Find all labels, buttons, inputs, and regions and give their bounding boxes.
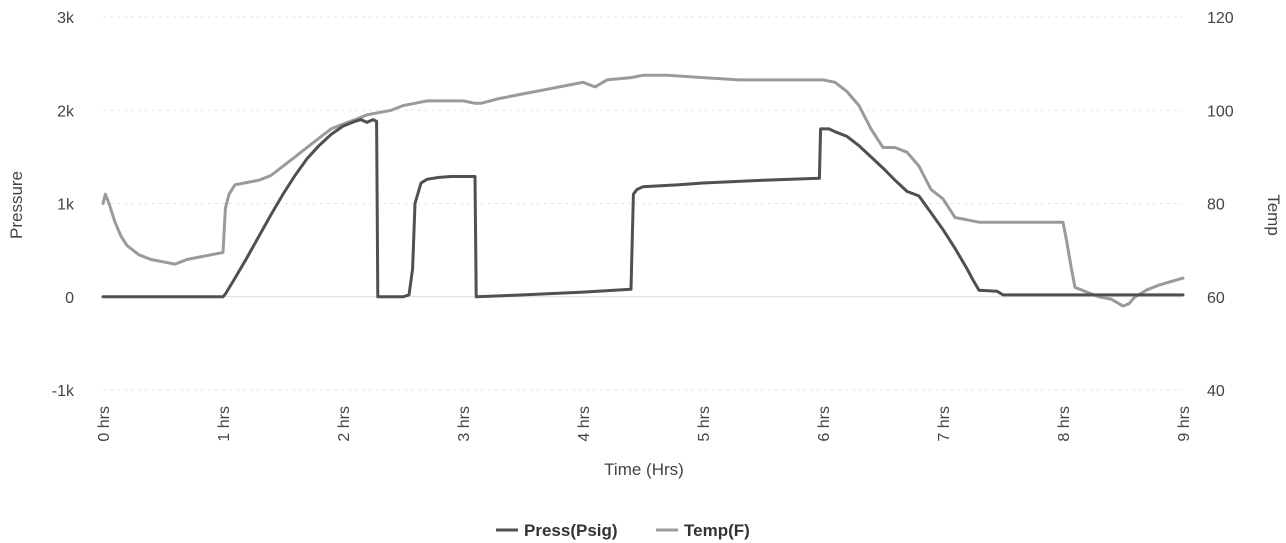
x-axis-tick-label: 9 hrs [1176, 406, 1193, 442]
left-axis-title: Pressure [7, 171, 26, 239]
right-axis-tick-label: 80 [1207, 197, 1225, 214]
x-axis-tick-label: 3 hrs [456, 406, 473, 442]
x-axis-tick-label: 2 hrs [336, 406, 353, 442]
series-line-temp-f [101, 73, 1185, 308]
gridlines [103, 16, 1183, 391]
right-axis-tick-labels: 40 60 80 100 120 [1207, 10, 1234, 400]
right-axis-tick-label: 100 [1207, 103, 1234, 120]
x-axis-tick-label: 4 hrs [576, 406, 593, 442]
left-axis-tick-label: 0 [65, 290, 74, 307]
left-axis-tick-labels: -1k 0 1k 2k 3k [52, 10, 75, 400]
series-lines [101, 73, 1185, 308]
x-axis-tick-label: 5 hrs [696, 406, 713, 442]
x-axis-tick-label: 1 hrs [216, 406, 233, 442]
series-line-press-psig [101, 118, 1185, 299]
x-axis-title: Time (Hrs) [604, 460, 684, 479]
x-axis-tick-label: 0 hrs [96, 406, 113, 442]
legend-label: Temp(F) [684, 521, 750, 540]
right-axis-tick-label: 120 [1207, 10, 1234, 27]
x-axis-tick-label: 6 hrs [816, 406, 833, 442]
right-axis-tick-label: 40 [1207, 383, 1225, 400]
left-axis-tick-label: 1k [57, 197, 75, 214]
right-axis-title: Temp [1264, 194, 1283, 236]
right-axis-tick-label: 60 [1207, 290, 1225, 307]
legend-label: Press(Psig) [524, 521, 618, 540]
left-axis-tick-label: -1k [52, 383, 75, 400]
x-axis-tick-labels: 0 hrs 1 hrs 2 hrs 3 hrs 4 hrs 5 hrs 6 hrs 7 hrs… [96, 406, 1193, 442]
legend: Press(Psig) Temp(F) [496, 521, 750, 540]
x-axis-tick-label: 8 hrs [1056, 406, 1073, 442]
left-axis-tick-label: 2k [57, 103, 75, 120]
left-axis-tick-label: 3k [57, 10, 75, 27]
x-axis-tick-label: 7 hrs [936, 406, 953, 442]
